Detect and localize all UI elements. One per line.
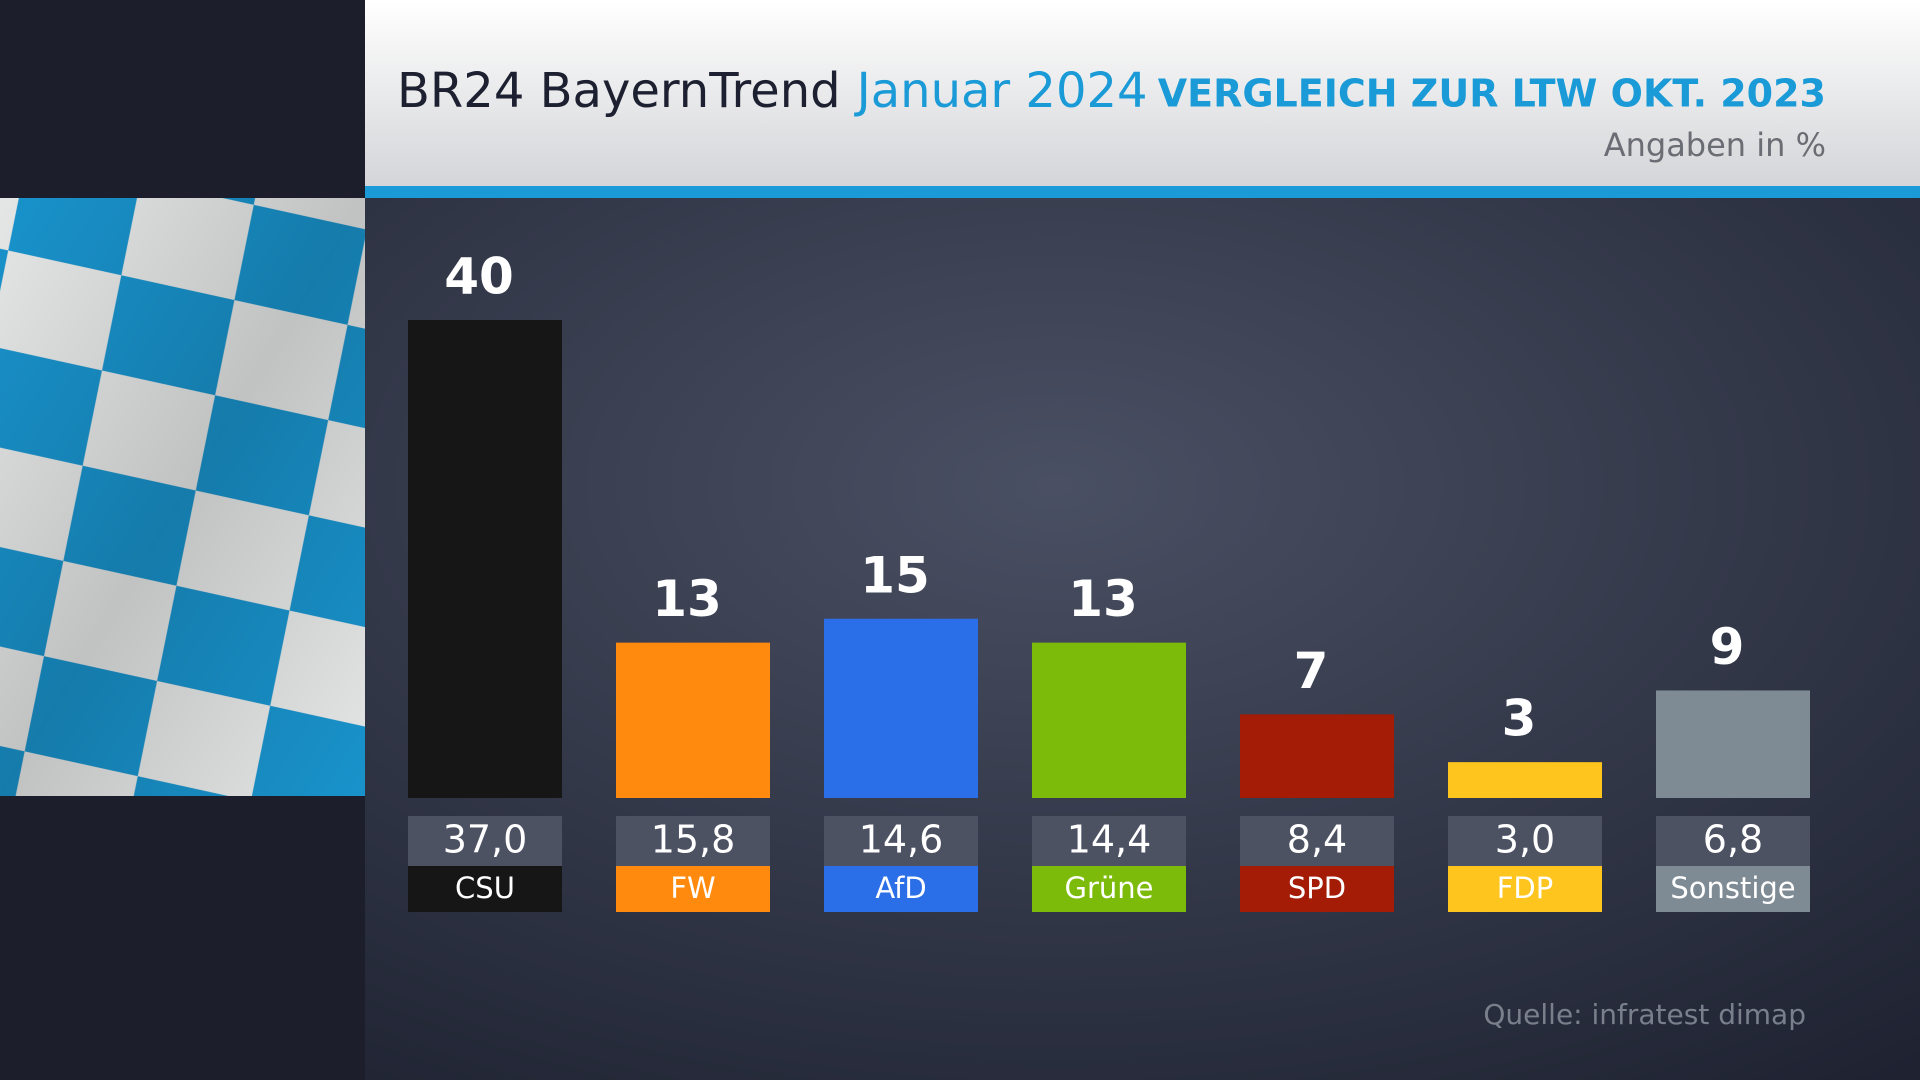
comparison-label: 14,6 xyxy=(859,818,944,862)
category-box xyxy=(824,866,978,912)
bar xyxy=(408,320,562,798)
bar xyxy=(824,618,978,798)
category-box xyxy=(1448,866,1602,912)
category-label: SPD xyxy=(1288,871,1346,905)
header xyxy=(365,0,1920,186)
comparison-label: 15,8 xyxy=(651,818,736,862)
comparison-box xyxy=(408,816,562,866)
bar xyxy=(1032,642,1186,798)
comparison-box xyxy=(1032,816,1186,866)
bar xyxy=(1656,690,1810,798)
value-label: 13 xyxy=(1068,570,1138,628)
unit-note: Angaben in % xyxy=(1604,126,1826,164)
value-label: 7 xyxy=(1294,642,1329,700)
bar xyxy=(616,642,770,798)
category-box xyxy=(408,866,562,912)
source: Quelle: infratest dimap xyxy=(1483,998,1806,1031)
value-label: 9 xyxy=(1710,618,1745,676)
category-label: AfD xyxy=(875,871,926,905)
category-label: Sonstige xyxy=(1670,871,1795,905)
value-label: 3 xyxy=(1502,690,1537,748)
value-label: 40 xyxy=(444,248,514,306)
flag-shade xyxy=(0,198,365,796)
comparison-box xyxy=(1448,816,1602,866)
category-label: CSU xyxy=(455,871,515,905)
category-label: FDP xyxy=(1497,871,1554,905)
value-label: 13 xyxy=(652,570,722,628)
comparison-box xyxy=(1656,816,1810,866)
comparison-label: 6,8 xyxy=(1703,818,1763,862)
category-box xyxy=(616,866,770,912)
header-strip xyxy=(365,186,1920,198)
category-label: Grüne xyxy=(1065,871,1154,905)
subtitle: VERGLEICH ZUR LTW OKT. 2023 xyxy=(1158,72,1826,116)
bar xyxy=(1240,714,1394,798)
category-label: FW xyxy=(670,871,715,905)
comparison-box xyxy=(824,816,978,866)
chart-title: BR24 BayernTrend Januar 2024 xyxy=(397,63,1148,119)
category-box xyxy=(1240,866,1394,912)
category-box xyxy=(1656,866,1810,912)
value-label: 15 xyxy=(860,546,930,604)
category-box xyxy=(1032,866,1186,912)
comparison-label: 8,4 xyxy=(1287,818,1347,862)
comparison-label: 3,0 xyxy=(1495,818,1555,862)
bar xyxy=(1448,762,1602,798)
comparison-label: 14,4 xyxy=(1067,818,1152,862)
comparison-box xyxy=(616,816,770,866)
comparison-box xyxy=(1240,816,1394,866)
comparison-label: 37,0 xyxy=(443,818,528,862)
